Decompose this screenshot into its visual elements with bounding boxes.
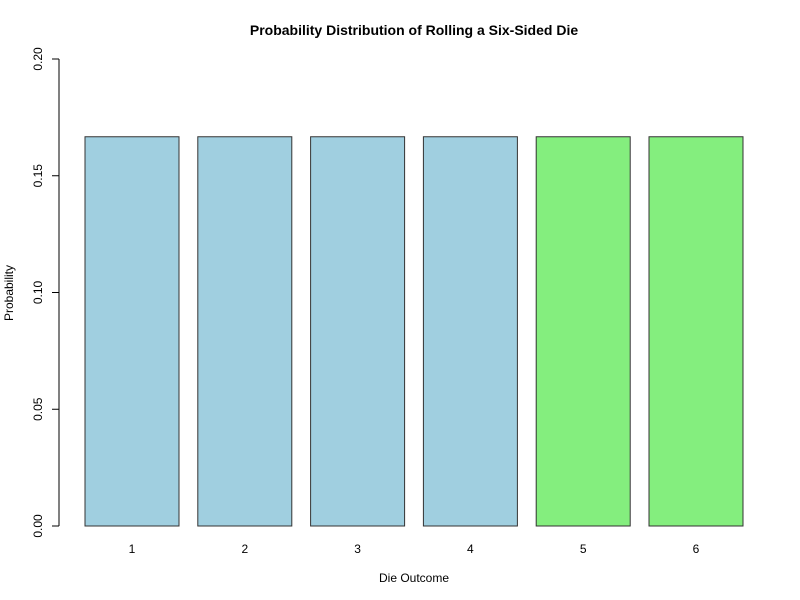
x-tick-label: 6 [693,542,700,556]
y-axis-ticks: 0.00 0.05 0.10 0.15 0.20 [31,47,59,538]
bars-group [84,136,744,527]
x-tick-label: 2 [241,542,248,556]
x-tick-label: 3 [354,542,361,556]
bar-3 [310,136,406,527]
bar-4 [422,136,518,527]
x-axis-label: Die Outcome [379,571,449,585]
bar-5 [535,136,631,527]
y-tick-label: 0.20 [31,47,45,71]
bar-6 [648,136,744,527]
bar-2 [197,136,293,527]
y-tick-label: 0.15 [31,164,45,188]
bar-1 [84,136,180,527]
x-tick-label: 5 [580,542,587,556]
y-tick-label: 0.10 [31,280,45,304]
y-tick-label: 0.00 [31,514,45,538]
chart-title: Probability Distribution of Rolling a Si… [250,22,578,38]
x-tick-label: 1 [129,542,136,556]
y-axis-label: Probability [2,265,16,321]
x-tick-label: 4 [467,542,474,556]
x-axis-tick-labels: 1 2 3 4 5 6 [129,542,700,556]
y-tick-label: 0.05 [31,397,45,421]
